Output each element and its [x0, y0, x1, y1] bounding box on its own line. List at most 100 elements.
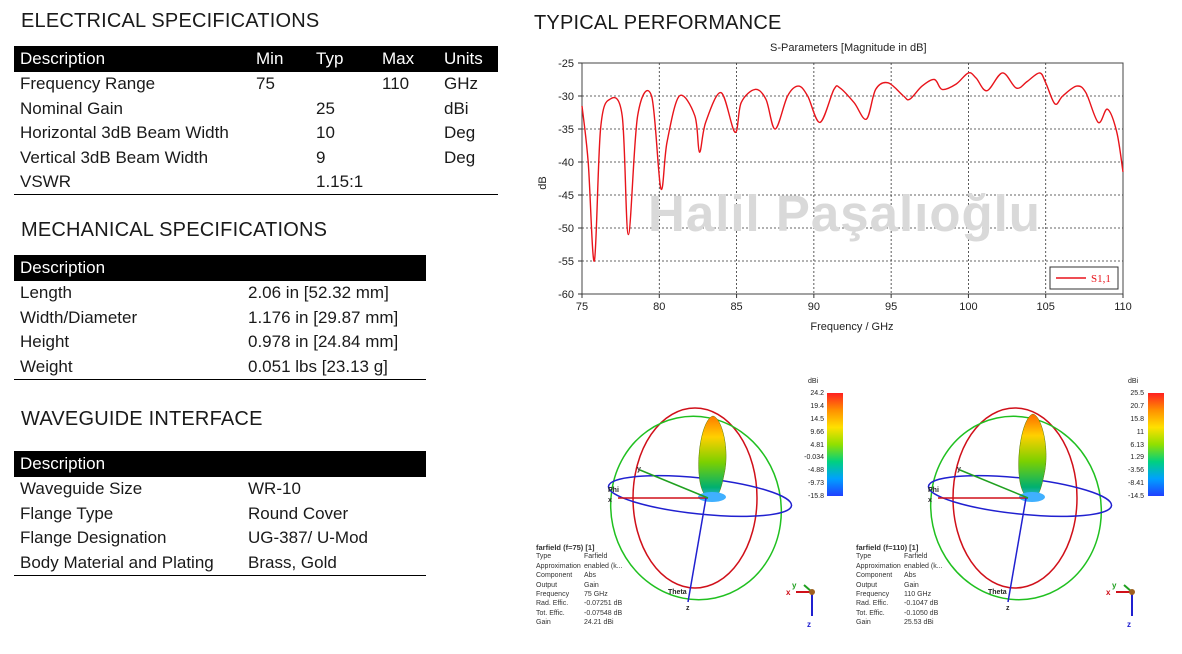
- info-value: -0.1050 dB: [904, 609, 939, 617]
- colorbar-unit-110: dBi: [1128, 378, 1139, 385]
- farfield-plot-75: Phi x y Theta z: [607, 407, 793, 612]
- cell: Nominal Gain: [20, 98, 123, 118]
- cell: [250, 146, 310, 171]
- info-row: Frequency 110 GHz: [856, 590, 943, 599]
- table-row: Vertical 3dB Beam Width 9 Deg: [14, 146, 498, 171]
- colorbar-110: [1148, 393, 1164, 496]
- x-tick-label: 90: [808, 301, 820, 313]
- y-label: y: [957, 466, 961, 473]
- info-value: 25.53 dBi: [904, 619, 934, 627]
- colorbar-tick-label: 25.5: [1130, 390, 1144, 397]
- colorbar-tick-label: 14.5: [810, 415, 824, 423]
- mechanical-table: Description Length 2.06 in [52.32 mm] Wid…: [14, 255, 426, 380]
- cell: 0.051 lbs [23.13 g]: [248, 356, 388, 376]
- info-row: Component Abs: [856, 571, 943, 580]
- info-label: Component: [856, 572, 893, 580]
- lobe-base: [1019, 492, 1045, 502]
- cell: [250, 97, 310, 122]
- table-row: Body Material and Plating Brass, Gold: [14, 551, 426, 576]
- farfield-info-75: farfield (f=75) [1] Type Farfield Approxi…: [536, 543, 623, 628]
- info-value: 24.21 dBi: [584, 619, 614, 627]
- info-label: Rad. Effic.: [536, 600, 569, 608]
- info-label: Tot. Effic.: [856, 609, 885, 617]
- cell: [376, 97, 438, 122]
- triad-z: z: [807, 620, 811, 629]
- table-row: VSWR 1.15:1: [14, 170, 498, 195]
- cell: 25: [316, 98, 335, 118]
- cell: Height: [20, 332, 70, 352]
- y-tick-label: -55: [558, 256, 574, 268]
- s-parameter-chart: Halil Paşalıoğlu 75 80 85 90 95 100 105 110 -25 -…: [537, 58, 1132, 333]
- triad-x: x: [1106, 588, 1111, 597]
- triad-y: y: [792, 581, 797, 590]
- x-label: x: [608, 497, 612, 504]
- info-row: Gain 25.53 dBi: [856, 618, 943, 627]
- col-typ: Typ: [310, 46, 376, 72]
- info-row: Rad. Effic. -0.1047 dB: [856, 599, 943, 608]
- phi-label: Phi: [928, 487, 939, 494]
- waveguide-table: Description Waveguide Size WR-10 Flange T…: [14, 451, 426, 576]
- info-label: Output: [856, 581, 878, 589]
- info-row: Output Gain: [856, 581, 943, 590]
- table-row: Nominal Gain 25 dBi: [14, 97, 498, 122]
- info-value: -0.07548 dB: [584, 609, 623, 617]
- triad-x: x: [786, 588, 791, 597]
- table-row: Waveguide Size WR-10: [14, 477, 426, 502]
- colorbar-tick-label: -14.5: [1128, 493, 1144, 500]
- cell: Round Cover: [248, 503, 349, 523]
- colorbar-tick-label: -3.56: [1128, 467, 1144, 475]
- info-value: enabled (k...: [904, 562, 943, 570]
- cell: WR-10: [248, 479, 301, 499]
- cell: Width/Diameter: [20, 307, 138, 327]
- info-label: Gain: [856, 619, 871, 627]
- cell: 75: [256, 74, 275, 94]
- legend-label: S1,1: [1091, 273, 1111, 285]
- info-label: Frequency: [536, 591, 570, 599]
- colorbar-tick-label: 19.4: [810, 402, 824, 410]
- lobe-base: [698, 492, 726, 502]
- cell: [250, 121, 310, 146]
- z-axis-line: [687, 497, 707, 603]
- cell: Deg: [444, 123, 476, 143]
- info-label: Gain: [536, 619, 551, 627]
- x-tick-label: 95: [885, 301, 897, 313]
- series-line-s11: [581, 72, 1124, 262]
- farfield-plot-110: Phi x y Theta z: [927, 407, 1113, 612]
- colorbar-75: [827, 393, 843, 496]
- farfield-info-110: farfield (f=110) [1] Type Farfield Approx…: [856, 543, 943, 628]
- cell: 0.978 in [24.84 mm]: [248, 332, 399, 352]
- electrical-table: Description Min Typ Max Units Frequency …: [14, 46, 498, 196]
- x-tick-label: 100: [959, 301, 977, 313]
- info-row: Component Abs: [536, 571, 623, 580]
- col-min: Min: [250, 46, 310, 72]
- cell: Horizontal 3dB Beam Width: [20, 123, 229, 143]
- colorbar-tick-label: 9.66: [810, 428, 824, 436]
- table-row: Flange Type Round Cover: [14, 502, 426, 527]
- farfield-header: farfield (f=75) [1]: [536, 543, 595, 552]
- y-tick-label: -30: [558, 91, 574, 103]
- cell: [376, 121, 438, 146]
- y-label: y: [637, 466, 641, 473]
- colorbar-tick-label: -9.73: [808, 480, 824, 488]
- cell: Body Material and Plating: [20, 552, 214, 572]
- info-row: Tot. Effic. -0.07548 dB: [536, 609, 623, 618]
- y-tick-label: -50: [558, 223, 574, 235]
- electrical-title: ELECTRICAL SPECIFICATIONS: [21, 10, 320, 32]
- cell: 2.06 in [52.32 mm]: [248, 283, 389, 303]
- colorbar-tick-label: -4.88: [808, 467, 824, 475]
- y-axis-label: dB: [537, 176, 549, 189]
- cell: Vertical 3dB Beam Width: [20, 148, 209, 168]
- triad-z: z: [1127, 620, 1131, 629]
- performance-title: TYPICAL PERFORMANCE: [534, 12, 782, 34]
- info-value: 110 GHz: [904, 591, 932, 599]
- phi-label: Phi: [608, 487, 619, 494]
- x-label: x: [928, 497, 932, 504]
- x-tick-label: 85: [730, 301, 742, 313]
- info-label: Type: [536, 553, 552, 561]
- x-tick-label: 75: [576, 301, 588, 313]
- info-label: Output: [536, 581, 558, 589]
- info-value: Gain: [584, 581, 599, 589]
- col-description: Description: [14, 451, 426, 477]
- info-label: Rad. Effic.: [856, 600, 889, 608]
- info-value: enabled (k...: [584, 562, 623, 570]
